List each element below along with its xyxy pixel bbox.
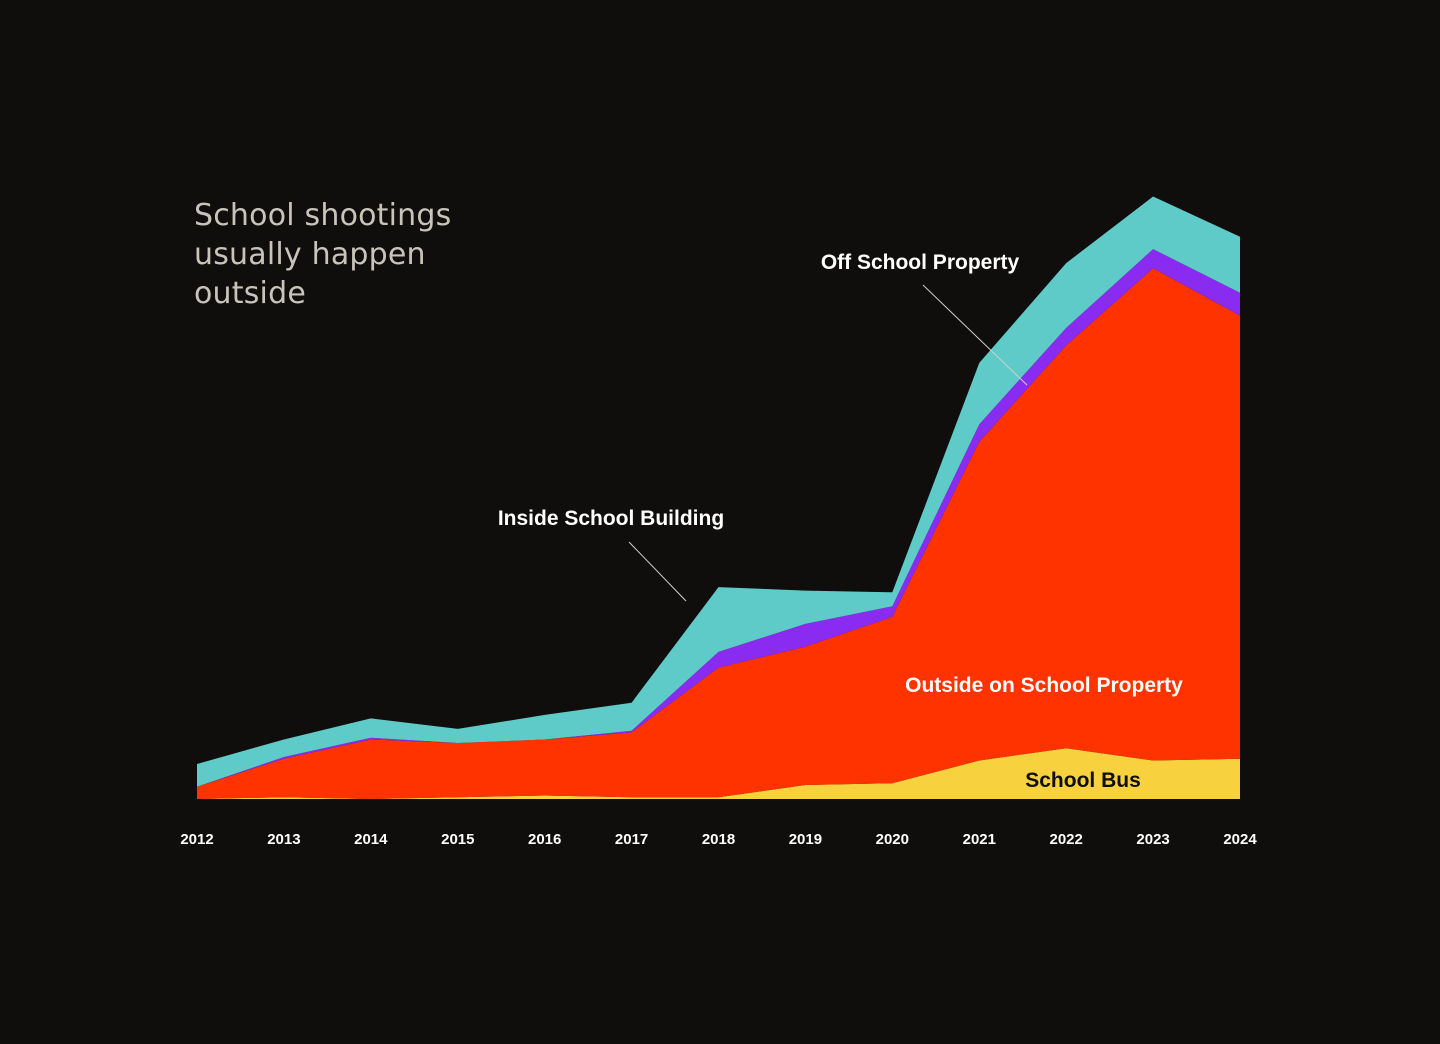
area-outside-on-school-property — [197, 268, 1240, 799]
label-outside-on-school-property: Outside on School Property — [905, 674, 1183, 697]
x-axis-ticks: 2012 2013 2014 2015 2016 2017 2018 2019 2020 2021… — [180, 831, 1257, 848]
x-tick-label: 2023 — [1136, 831, 1169, 848]
chart-callouts — [628, 284, 1028, 602]
chart-title: School shootings usually happen outside — [194, 198, 452, 311]
x-tick-label: 2016 — [528, 831, 561, 848]
x-tick-label: 2019 — [789, 831, 822, 848]
chart-areas — [197, 196, 1240, 799]
x-tick-label: 2015 — [441, 831, 474, 848]
x-tick-label: 2020 — [876, 831, 909, 848]
x-tick-label: 2012 — [180, 831, 213, 848]
x-tick-label: 2018 — [702, 831, 735, 848]
x-tick-label: 2022 — [1050, 831, 1083, 848]
label-school-bus: School Bus — [1025, 769, 1141, 792]
area-off-school-property — [197, 196, 1240, 787]
x-tick-label: 2014 — [354, 831, 388, 848]
area-school-bus — [197, 748, 1240, 799]
x-tick-label: 2024 — [1223, 831, 1257, 848]
off-school-property-leader-line — [922, 284, 1028, 386]
x-tick-label: 2017 — [615, 831, 648, 848]
x-tick-label: 2013 — [267, 831, 300, 848]
label-inside-school-building: Inside School Building — [498, 507, 724, 530]
label-off-school-property: Off School Property — [821, 251, 1020, 274]
x-tick-label: 2021 — [963, 831, 996, 848]
series-labels: Off School Property Inside School Buildi… — [498, 251, 1183, 792]
inside-school-building-leader-line — [628, 541, 687, 602]
